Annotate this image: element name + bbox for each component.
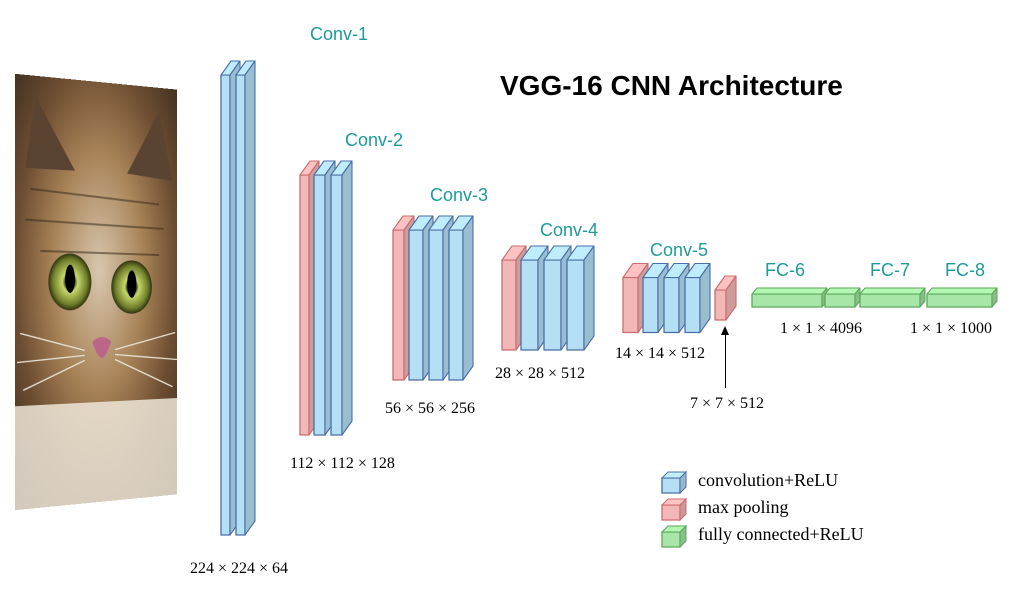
fc6-dims: 1 × 1 × 4096 xyxy=(780,320,862,338)
legend: convolution+ReLU max pooling fully conne… xyxy=(660,470,864,551)
conv2-label: Conv-2 xyxy=(345,130,403,151)
conv3-label: Conv-3 xyxy=(430,185,488,206)
legend-item-pool: max pooling xyxy=(660,497,864,518)
pool5-arrow xyxy=(725,332,726,388)
conv1-label: Conv-1 xyxy=(310,24,368,45)
conv4-label: Conv-4 xyxy=(540,220,598,241)
legend-item-conv: convolution+ReLU xyxy=(660,470,864,491)
fc6-label: FC-6 xyxy=(765,260,805,281)
pool-cube-icon xyxy=(660,498,686,518)
pool5-dims: 7 × 7 × 512 xyxy=(690,395,764,413)
fc-cube-icon xyxy=(660,525,686,545)
conv1-dims: 224 × 224 × 64 xyxy=(190,560,288,578)
legend-text: fully connected+ReLU xyxy=(698,524,864,545)
conv2-dims: 112 × 112 × 128 xyxy=(290,455,395,473)
fc8-dims: 1 × 1 × 1000 xyxy=(910,320,992,338)
fc7-label: FC-7 xyxy=(870,260,910,281)
conv5-dims: 14 × 14 × 512 xyxy=(615,345,705,363)
conv-cube-icon xyxy=(660,471,686,491)
architecture-diagram xyxy=(0,0,1024,611)
conv4-dims: 28 × 28 × 512 xyxy=(495,365,585,383)
conv3-dims: 56 × 56 × 256 xyxy=(385,400,475,418)
legend-item-fc: fully connected+ReLU xyxy=(660,524,864,545)
conv5-label: Conv-5 xyxy=(650,240,708,261)
legend-text: max pooling xyxy=(698,497,789,518)
fc8-label: FC-8 xyxy=(945,260,985,281)
legend-text: convolution+ReLU xyxy=(698,470,838,491)
